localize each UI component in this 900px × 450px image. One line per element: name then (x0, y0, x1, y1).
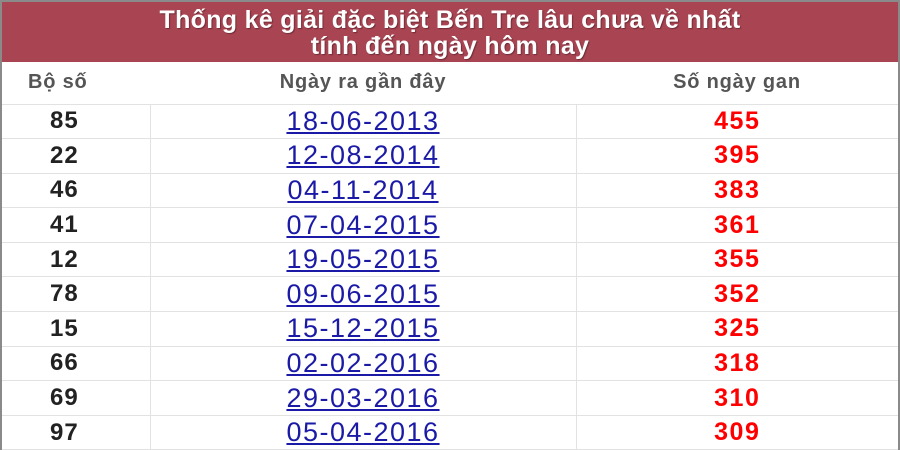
table-row: 12 19-05-2015 355 (2, 242, 898, 278)
date-cell: 09-06-2015 (149, 276, 576, 313)
gan-days-cell: 355 (575, 242, 898, 278)
bo-so-cell: 22 (2, 138, 150, 174)
title-line-1: Thống kê giải đặc biệt Bến Tre lâu chưa … (159, 6, 741, 34)
date-link[interactable]: 09-06-2015 (286, 278, 440, 309)
gan-days-cell: 318 (575, 346, 898, 382)
date-link[interactable]: 07-04-2015 (286, 209, 440, 240)
table-header: Bộ số Ngày ra gần đây Số ngày gan (2, 62, 898, 105)
column-header-gan: Số ngày gan (576, 62, 898, 105)
table-row: 66 02-02-2016 318 (2, 346, 898, 382)
date-link[interactable]: 15-12-2015 (286, 313, 440, 344)
date-cell: 05-04-2016 (149, 415, 576, 450)
date-link[interactable]: 29-03-2016 (286, 382, 440, 413)
date-link[interactable]: 02-02-2016 (286, 347, 440, 378)
gan-days-cell: 383 (575, 173, 898, 209)
date-cell: 29-03-2016 (149, 380, 576, 416)
bo-so-cell: 41 (2, 207, 150, 243)
table-row: 97 05-04-2016 309 (2, 415, 898, 450)
bo-so-cell: 85 (2, 104, 150, 140)
table-row: 22 12-08-2014 395 (2, 138, 898, 174)
date-cell: 18-06-2013 (149, 104, 576, 140)
gan-days-cell: 309 (575, 415, 898, 450)
bo-so-cell: 46 (2, 173, 150, 209)
gan-days-cell: 310 (575, 380, 898, 416)
bo-so-cell: 15 (2, 311, 150, 347)
table-row: 69 29-03-2016 310 (2, 380, 898, 416)
gan-table: Bộ số Ngày ra gần đây Số ngày gan 85 18-… (2, 62, 898, 450)
bo-so-cell: 78 (2, 276, 150, 313)
date-cell: 02-02-2016 (149, 346, 576, 382)
date-cell: 15-12-2015 (149, 311, 576, 347)
date-cell: 12-08-2014 (149, 138, 576, 174)
gan-days-cell: 395 (575, 138, 898, 174)
date-link[interactable]: 05-04-2016 (286, 417, 440, 448)
table-row: 85 18-06-2013 455 (2, 104, 898, 140)
table-row: 41 07-04-2015 361 (2, 207, 898, 243)
bo-so-cell: 12 (2, 242, 150, 278)
bo-so-cell: 66 (2, 346, 150, 382)
bo-so-cell: 97 (2, 415, 150, 450)
gan-days-cell: 352 (575, 276, 898, 313)
column-header-ngay: Ngày ra gần đây (150, 62, 576, 105)
table-row: 46 04-11-2014 383 (2, 173, 898, 209)
date-link[interactable]: 19-05-2015 (286, 244, 440, 275)
date-link[interactable]: 04-11-2014 (287, 174, 439, 205)
gan-days-cell: 455 (575, 104, 898, 140)
gan-days-cell: 361 (575, 207, 898, 243)
title-line-2: tính đến ngày hôm nay (310, 32, 590, 60)
date-link[interactable]: 12-08-2014 (286, 140, 440, 171)
table-row: 78 09-06-2015 352 (2, 276, 898, 313)
date-link[interactable]: 18-06-2013 (286, 105, 440, 136)
date-cell: 07-04-2015 (149, 207, 576, 243)
page-title: Thống kê giải đặc biệt Bến Tre lâu chưa … (2, 2, 898, 62)
bo-so-cell: 69 (2, 380, 150, 416)
date-cell: 19-05-2015 (149, 242, 576, 278)
table-row: 15 15-12-2015 325 (2, 311, 898, 347)
column-header-bo-so: Bộ số (2, 62, 150, 105)
gan-days-cell: 325 (575, 311, 898, 347)
date-cell: 04-11-2014 (149, 173, 576, 209)
